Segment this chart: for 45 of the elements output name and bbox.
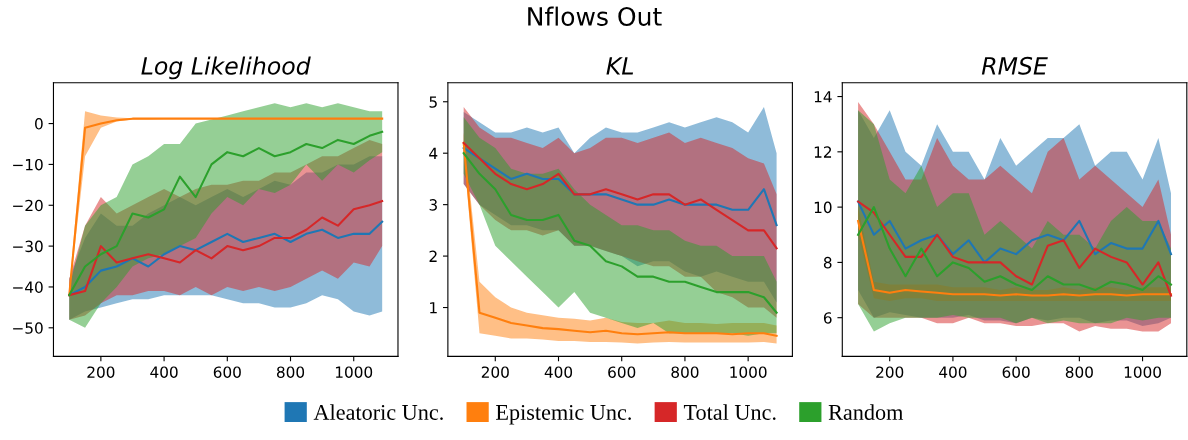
y-tick-label: 12 — [814, 146, 832, 158]
line-series — [462, 141, 778, 250]
x-tick-label: 200 — [481, 366, 509, 378]
x-tick-label: 1000 — [730, 366, 767, 378]
y-tick-label: −20 — [13, 199, 43, 212]
y-tick-label: −50 — [13, 322, 43, 334]
x-tick-label: 400 — [939, 366, 967, 378]
line-series — [68, 200, 384, 297]
x-tick-label: 800 — [671, 366, 699, 378]
y-tick-label: −30 — [13, 240, 43, 253]
legend-label: Epistemic Unc. — [496, 404, 631, 425]
x-tick-label: 1000 — [1124, 366, 1161, 378]
x-tick-label: 400 — [544, 366, 573, 378]
legend-label: Total Unc. — [683, 404, 776, 420]
y-tick-label: 3 — [429, 199, 437, 211]
y-tick-label: 10 — [814, 201, 832, 214]
x-tick-label: 400 — [150, 366, 178, 378]
x-tick-label: 600 — [608, 366, 636, 378]
chart-title: Log Likelihood — [141, 56, 311, 80]
text: Nflows Out — [528, 6, 662, 26]
x-tick-label: 800 — [276, 366, 305, 378]
x-tick-label: 600 — [213, 366, 241, 378]
x-tick-label: 200 — [876, 366, 904, 378]
x-tick-label: 800 — [1065, 366, 1093, 378]
legend-label: Random — [828, 404, 904, 420]
y-tick-label: 2 — [429, 250, 437, 262]
x-tick-label: 1000 — [335, 366, 373, 378]
y-tick-label: −10 — [13, 158, 43, 171]
line-series — [462, 152, 778, 314]
y-tick-label: 4 — [429, 147, 438, 159]
y-tick-label: 14 — [814, 91, 832, 103]
chart-title: KL — [606, 57, 634, 75]
line-series — [857, 219, 1173, 297]
chart-title: RMSE — [981, 56, 1048, 75]
y-tick-label: 5 — [429, 96, 437, 108]
line-series — [462, 147, 778, 227]
y-tick-label: 1 — [430, 302, 437, 314]
line-series — [857, 200, 1173, 264]
x-tick-label: 200 — [87, 366, 115, 378]
y-tick-label: 8 — [823, 256, 832, 269]
y-tick-label: 0 — [35, 118, 43, 130]
y-tick-label: 6 — [823, 312, 832, 324]
x-tick-label: 600 — [1002, 366, 1030, 378]
y-tick-label: −40 — [13, 281, 43, 293]
legend-label: Aleatoric Unc. — [313, 404, 443, 420]
